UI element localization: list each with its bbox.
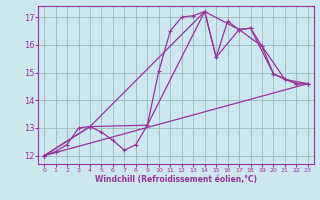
X-axis label: Windchill (Refroidissement éolien,°C): Windchill (Refroidissement éolien,°C) xyxy=(95,175,257,184)
